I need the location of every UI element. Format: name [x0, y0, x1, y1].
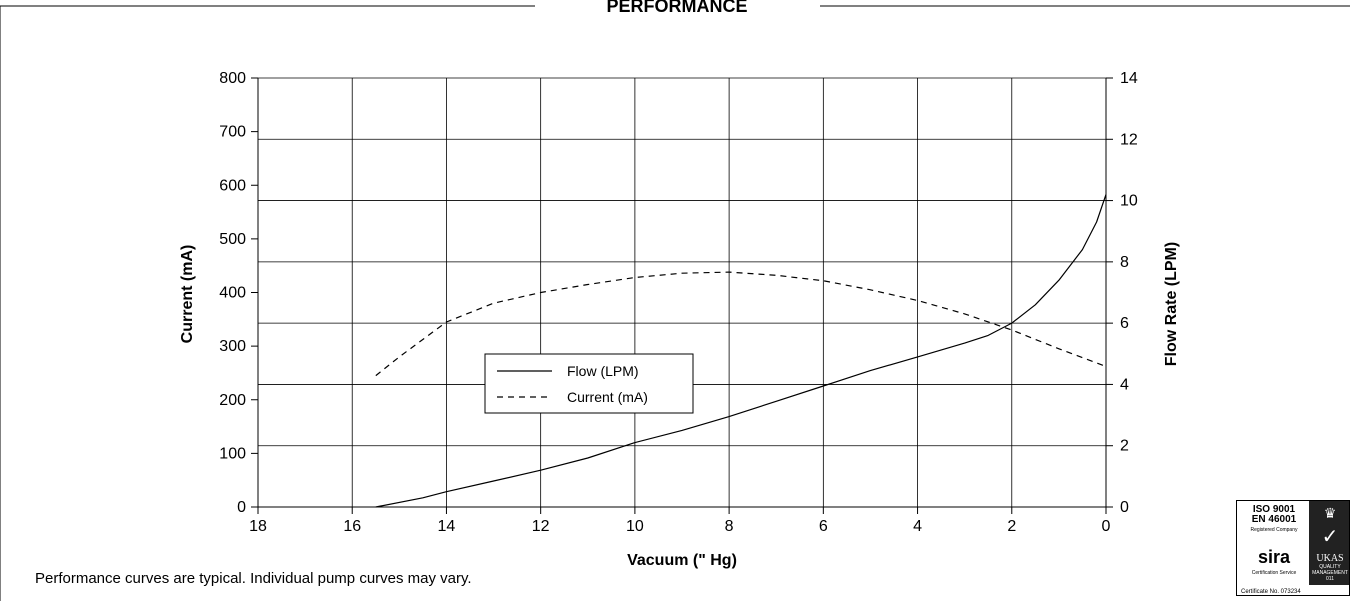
legend-flow-label: Flow (LPM): [567, 363, 639, 379]
x-tick-label: 8: [725, 518, 734, 535]
x-tick-label: 12: [532, 518, 550, 535]
certificate-number: Certificate No. 073234: [1241, 589, 1301, 595]
footnote: Performance curves are typical. Individu…: [35, 570, 472, 587]
y2-tick-label: 2: [1120, 438, 1129, 455]
grid: [257, 77, 1107, 508]
current-series-line: [375, 271, 1107, 377]
ukas-sub-label: QUALITY MANAGEMENT: [1312, 564, 1348, 576]
registered-label: Registered Company: [1250, 527, 1298, 533]
y-tick-label: 800: [219, 70, 246, 87]
x-tick-label: 14: [438, 518, 456, 535]
legend-current-label: Current (mA): [567, 389, 648, 405]
sira-sub-label: Certification Service: [1251, 570, 1297, 576]
section-title: PERFORMANCE: [606, 0, 747, 16]
x-tick-label: 6: [819, 518, 828, 535]
certification-badge: ISO 9001 EN 46001 Registered Company sir…: [1236, 500, 1350, 596]
x-tick-label: 0: [1102, 518, 1111, 535]
legend-box: [484, 353, 694, 414]
ukas-logo: UKAS: [1316, 553, 1344, 564]
series: [375, 194, 1107, 508]
x-tick-label: 4: [913, 518, 922, 535]
y2-tick-label: 0: [1120, 499, 1129, 516]
y-tick-label: 300: [219, 338, 246, 355]
x-tick-label: 2: [1007, 518, 1016, 535]
legend: Flow (LPM) Current (mA): [484, 353, 694, 414]
x-tick-label: 18: [249, 518, 267, 535]
y-tick-label: 700: [219, 124, 246, 141]
y-tick-label: 200: [219, 392, 246, 409]
checkmark-icon: ✓: [1321, 526, 1339, 548]
x-tick-label: 10: [626, 518, 644, 535]
y-tick-label: 400: [219, 285, 246, 302]
y2-tick-label: 4: [1120, 376, 1129, 393]
crown-icon: ♛: [1323, 505, 1337, 521]
y-tick-label: 0: [237, 499, 246, 516]
en-label: EN 46001: [1251, 514, 1297, 525]
flow-series-line: [375, 194, 1107, 508]
x-axis-title: Vacuum (" Hg): [627, 552, 737, 569]
y2-axis-title: Flow Rate (LPM): [1163, 242, 1180, 366]
iso-label: ISO 9001: [1252, 504, 1296, 515]
y2-tick-label: 8: [1120, 254, 1129, 271]
y-tick-label: 600: [219, 177, 246, 194]
y-tick-label: 100: [219, 445, 246, 462]
y2-tick-label: 6: [1120, 315, 1129, 332]
y2-tick-label: 10: [1120, 193, 1138, 210]
sira-logo: sira: [1257, 547, 1291, 567]
y-tick-label: 500: [219, 231, 246, 248]
y-axis-title: Current (mA): [179, 245, 196, 344]
y2-tick-label: 12: [1120, 131, 1138, 148]
sira-iso-block: ISO 9001 EN 46001 Registered Company sir…: [1240, 504, 1308, 577]
x-tick-label: 16: [343, 518, 361, 535]
y2-tick-label: 14: [1120, 70, 1138, 87]
ukas-block: ♛ ✓ UKAS QUALITY MANAGEMENT 011: [1309, 501, 1349, 585]
ukas-number: 011: [1326, 576, 1334, 582]
